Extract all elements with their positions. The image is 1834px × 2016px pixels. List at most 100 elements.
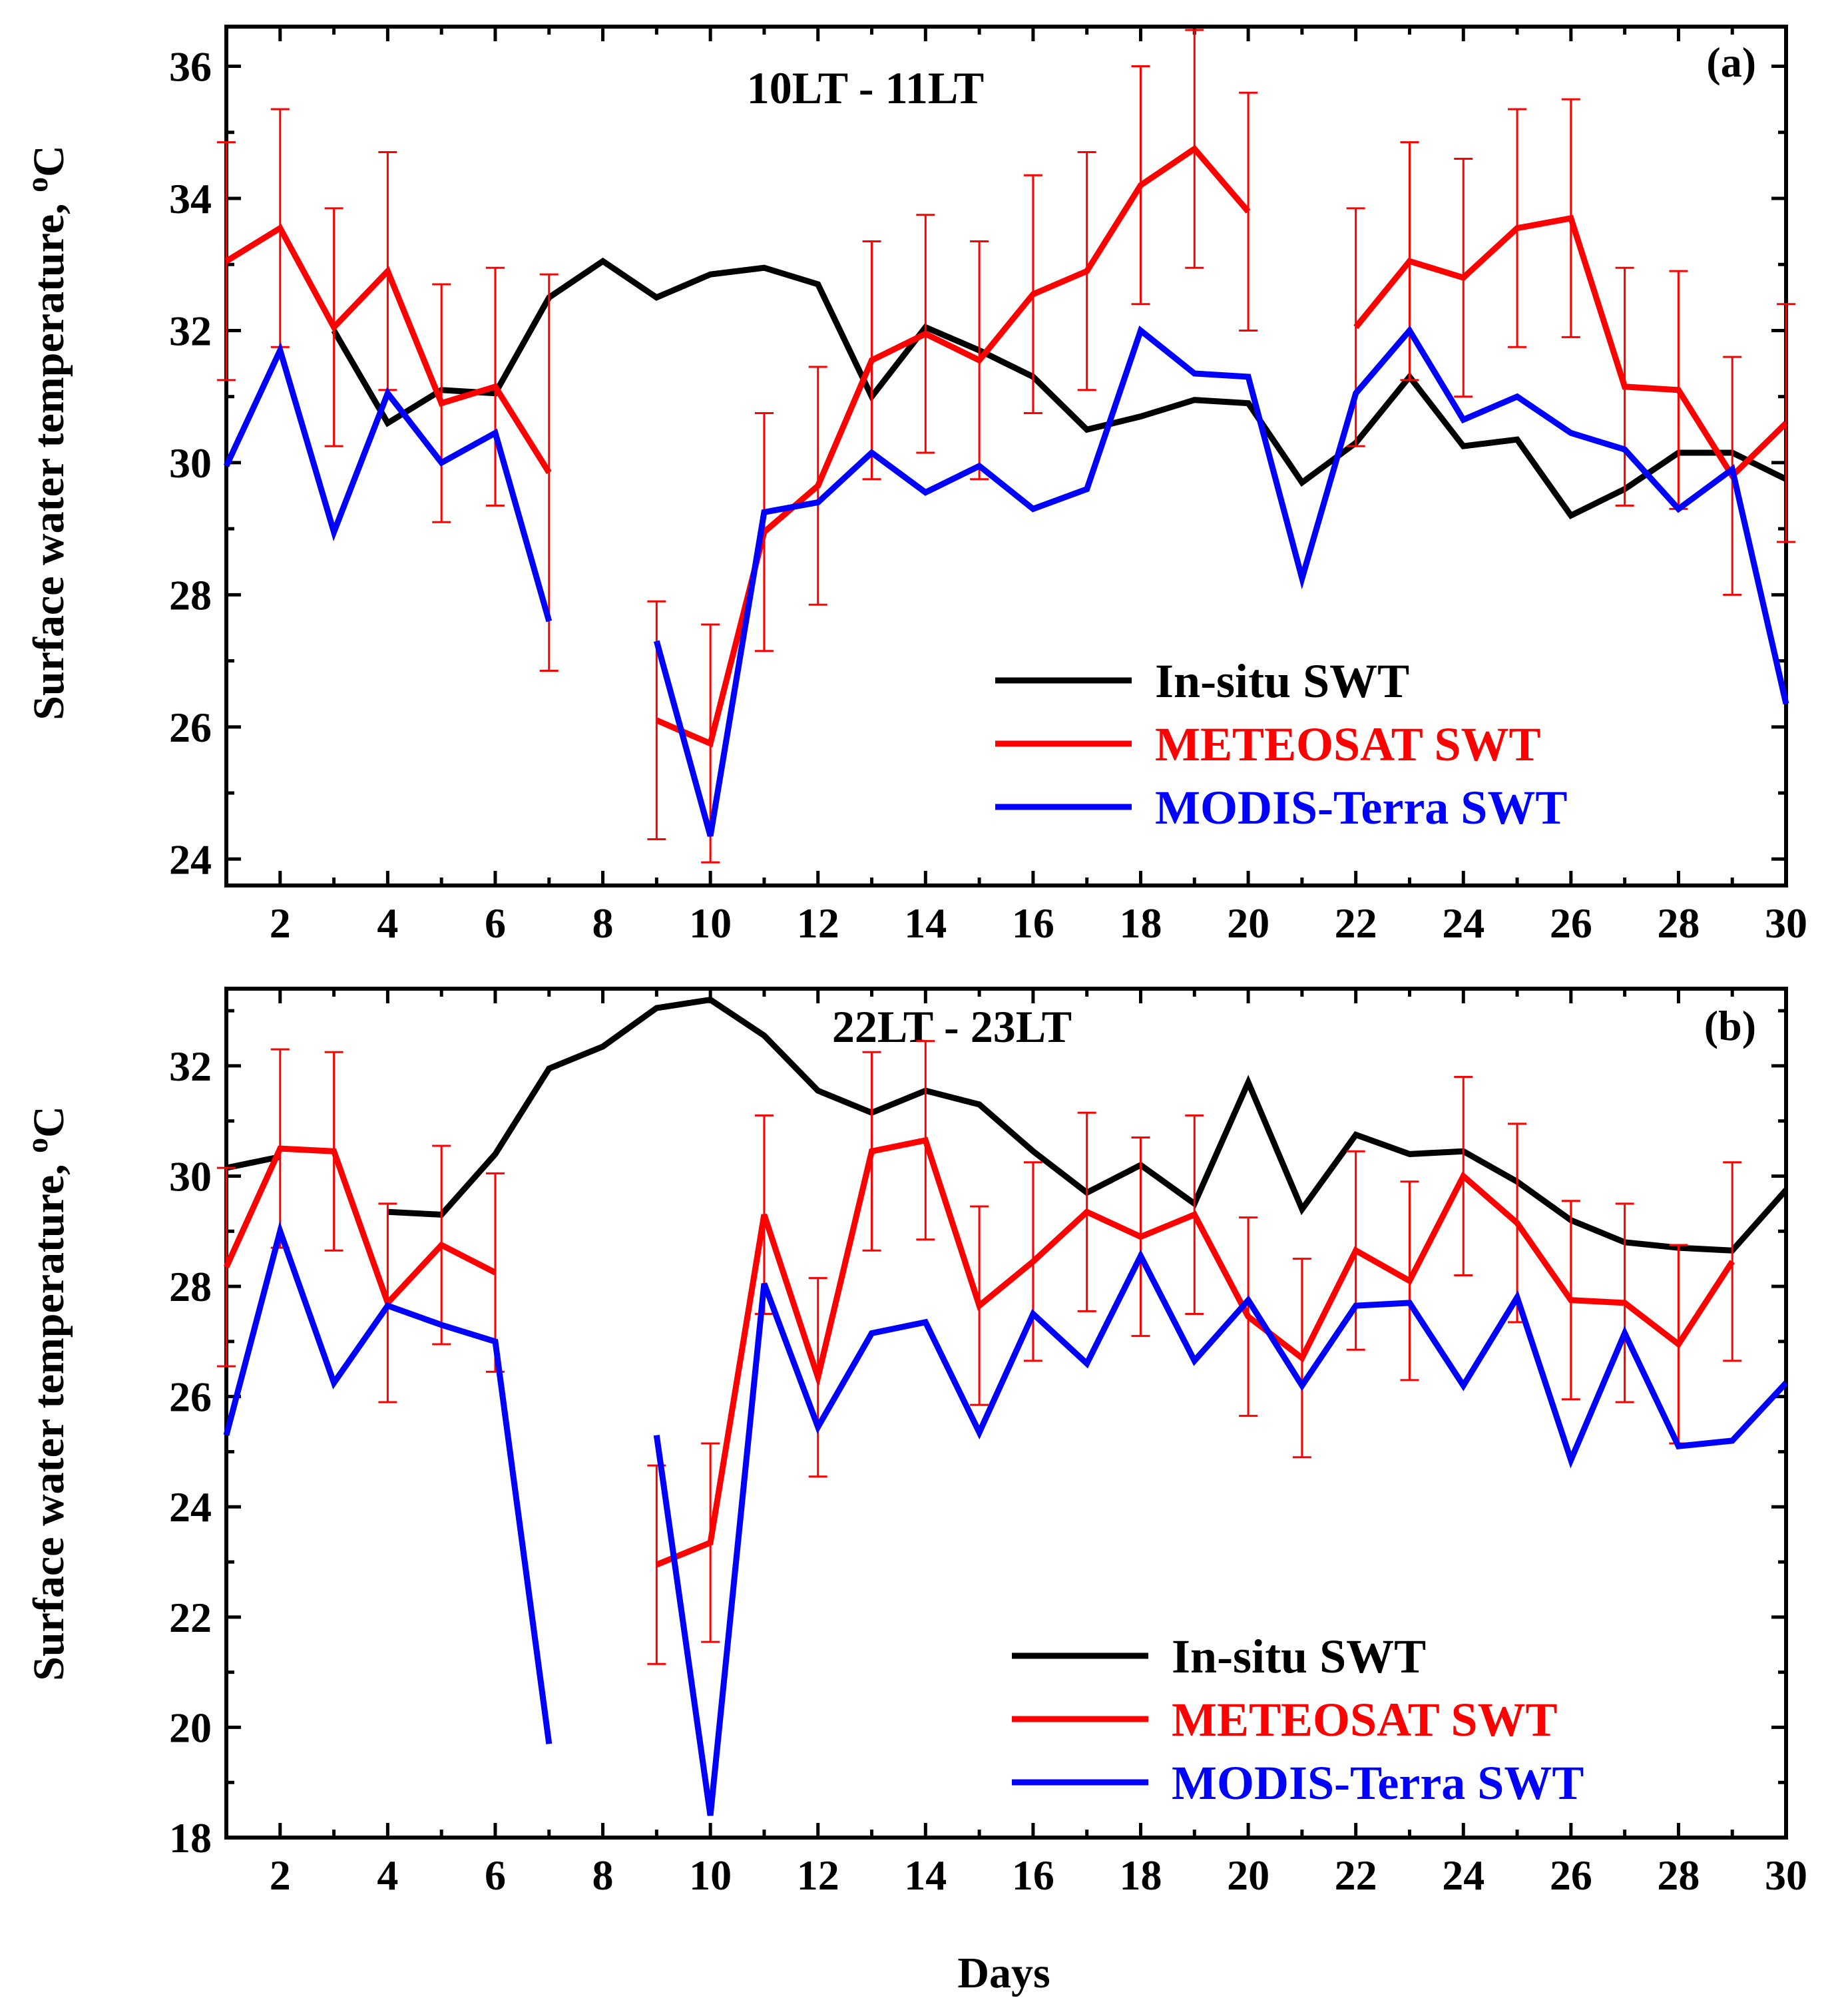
y-tick-label: 28 — [169, 1263, 212, 1310]
data-point-modis-terra-swt — [493, 1339, 498, 1344]
x-tick-label: 26 — [1550, 1852, 1592, 1899]
data-point-modis-terra-swt — [493, 430, 498, 435]
data-point-in-situ-swt — [762, 1033, 767, 1038]
data-point-modis-terra-swt — [923, 1320, 928, 1325]
x-tick-label: 10 — [689, 1852, 732, 1899]
data-point-modis-terra-swt — [278, 1228, 283, 1234]
error-bar-meteosat-swt — [1777, 303, 1795, 543]
data-point-in-situ-swt — [1783, 1187, 1789, 1192]
data-point-modis-terra-swt — [977, 463, 982, 469]
data-point-modis-terra-swt — [762, 509, 767, 515]
data-point-in-situ-swt — [600, 258, 606, 264]
x-tick-label: 20 — [1227, 899, 1269, 947]
x-tick-label: 26 — [1550, 899, 1592, 947]
data-point-modis-terra-swt — [762, 1281, 767, 1286]
y-axis-label: Surface water temperature, oC — [20, 145, 73, 720]
data-point-in-situ-swt — [1138, 413, 1143, 419]
data-point-modis-terra-swt — [439, 460, 444, 465]
data-point-meteosat-swt — [977, 358, 982, 363]
data-point-modis-terra-swt — [1138, 1254, 1143, 1259]
data-point-meteosat-swt — [385, 268, 390, 274]
data-point-meteosat-swt — [1246, 1314, 1251, 1320]
x-tick-label: 16 — [1012, 899, 1054, 947]
data-point-modis-terra-swt — [1192, 371, 1197, 376]
data-point-modis-terra-swt — [278, 348, 283, 353]
data-point-meteosat-swt — [1568, 216, 1574, 221]
data-point-meteosat-swt — [224, 1264, 229, 1270]
y-axis-label: Surface water temperature, oC — [20, 1106, 73, 1681]
data-point-in-situ-swt — [977, 1102, 982, 1107]
series-line-modis-terra-swt — [653, 325, 1789, 837]
error-bar-meteosat-swt — [217, 1166, 236, 1368]
data-point-modis-terra-swt — [332, 1380, 337, 1386]
x-tick-label: 16 — [1012, 1852, 1054, 1899]
y-tick-label: 32 — [169, 307, 212, 354]
data-point-modis-terra-swt — [332, 529, 337, 535]
data-point-modis-terra-swt — [1676, 506, 1681, 511]
data-point-meteosat-swt — [1138, 1234, 1143, 1240]
data-point-meteosat-swt — [869, 358, 875, 363]
data-point-meteosat-swt — [1031, 292, 1036, 297]
data-point-modis-terra-swt — [224, 463, 229, 469]
legend-label-in-situ: In-situ SWT — [1172, 1630, 1426, 1683]
series-line-meteosat-swt — [224, 224, 552, 475]
data-point-meteosat-swt — [815, 1375, 821, 1380]
legend: In-situ SWT METEOSAT SWT MODIS-Terra SWT — [995, 654, 1567, 834]
data-point-modis-terra-swt — [1729, 1438, 1735, 1443]
data-point-modis-terra-swt — [1676, 1443, 1681, 1449]
data-point-meteosat-swt — [439, 401, 444, 406]
data-point-in-situ-swt — [708, 997, 713, 1003]
data-point-meteosat-swt — [923, 1138, 928, 1143]
data-point-in-situ-swt — [708, 272, 713, 277]
legend-label-meteosat: METEOSAT SWT — [1155, 718, 1541, 771]
data-point-meteosat-swt — [1514, 226, 1520, 231]
x-tick-label: 18 — [1119, 899, 1162, 947]
x-tick-label: 22 — [1335, 1852, 1377, 1899]
series-line-in-situ-swt — [226, 1154, 281, 1171]
data-point-meteosat-swt — [654, 718, 659, 723]
data-point-modis-terra-swt — [224, 1433, 229, 1438]
data-point-modis-terra-swt — [1783, 701, 1789, 706]
y-tick-label: 24 — [169, 836, 212, 883]
legend: In-situ SWT METEOSAT SWT MODIS-Terra SWT — [1012, 1630, 1584, 1810]
data-point-modis-terra-swt — [385, 391, 390, 396]
data-point-in-situ-swt — [654, 1005, 659, 1011]
data-point-meteosat-swt — [1407, 1278, 1412, 1284]
x-tick-label: 22 — [1335, 899, 1377, 947]
data-point-meteosat-swt — [1461, 275, 1466, 280]
series-line-meteosat-swt — [655, 1136, 1735, 1568]
data-point-modis-terra-swt — [1246, 374, 1251, 379]
data-point-meteosat-swt — [1729, 1259, 1735, 1264]
x-tick-label: 30 — [1765, 899, 1807, 947]
data-point-in-situ-swt — [385, 420, 390, 425]
x-tick-label: 20 — [1227, 1852, 1269, 1899]
data-point-modis-terra-swt — [439, 1322, 444, 1328]
data-point-in-situ-swt — [654, 295, 659, 300]
y-tick-label: 30 — [169, 439, 212, 487]
data-point-meteosat-swt — [923, 331, 928, 336]
data-point-meteosat-swt — [1353, 1248, 1359, 1253]
data-point-modis-terra-swt — [1461, 417, 1466, 422]
data-point-meteosat-swt — [1407, 258, 1412, 264]
data-point-modis-terra-swt — [385, 1303, 390, 1308]
data-point-modis-terra-swt — [977, 1429, 982, 1435]
data-point-in-situ-swt — [1299, 1206, 1305, 1212]
data-point-meteosat-swt — [1299, 1356, 1305, 1361]
data-point-meteosat-swt — [815, 483, 821, 489]
data-point-meteosat-swt — [278, 226, 283, 231]
data-point-meteosat-swt — [1246, 209, 1251, 214]
panel-tag: (b) — [1704, 1002, 1756, 1049]
data-point-meteosat-swt — [1622, 1300, 1628, 1306]
x-tick-label: 4 — [377, 1852, 398, 1899]
data-point-meteosat-swt — [1353, 325, 1359, 330]
plot-area: 2 4 6 8 10 12 14 16 18 20 22 24 26 28 3018202224262830… — [169, 987, 1807, 1899]
data-point-modis-terra-swt — [869, 450, 875, 455]
data-point-modis-terra-swt — [1622, 447, 1628, 452]
x-tick-label: 30 — [1765, 1852, 1807, 1899]
y-tick-label: 36 — [169, 43, 212, 91]
data-point-meteosat-swt — [332, 1148, 337, 1154]
panel-title: 22LT - 23LT — [832, 1001, 1072, 1052]
series-line-modis-terra-swt — [223, 342, 553, 623]
data-point-meteosat-swt — [1031, 1259, 1036, 1264]
data-point-modis-terra-swt — [869, 1330, 875, 1336]
